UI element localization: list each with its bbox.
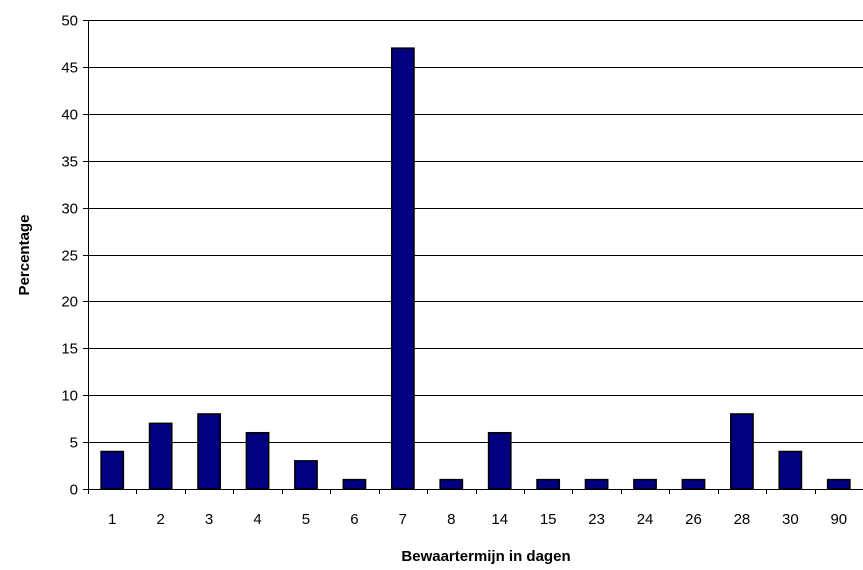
bar-28 — [730, 413, 754, 490]
y-tick-labels: 0 5 10 15 20 25 30 35 40 45 50 — [61, 13, 78, 499]
bar-3 — [197, 413, 221, 490]
x-tick-label: 5 — [302, 511, 310, 528]
x-axis-title: Bewaartermijn in dagen — [401, 548, 570, 565]
x-tick-label: 24 — [637, 511, 654, 528]
y-tick-label: 50 — [61, 13, 78, 30]
y-tick-label: 15 — [61, 341, 78, 358]
y-axis-title: Percentage — [16, 215, 33, 296]
x-tick-label: 8 — [447, 511, 455, 528]
bar-7 — [390, 47, 415, 490]
bar-90 — [826, 478, 851, 490]
y-tick-label: 5 — [70, 435, 78, 452]
bar-30 — [778, 450, 803, 490]
y-tick-label: 30 — [61, 201, 78, 218]
axes — [83, 20, 863, 494]
x-tick-label: 2 — [156, 511, 164, 528]
x-tick-label: 7 — [399, 511, 407, 528]
x-tick-label: 90 — [830, 511, 847, 528]
y-tick-label: 20 — [61, 294, 78, 311]
bar-15 — [536, 478, 561, 490]
bar-14 — [487, 431, 512, 490]
x-tick-label: 4 — [253, 511, 261, 528]
x-tick-label: 23 — [588, 511, 605, 528]
y-tick-label: 45 — [61, 60, 78, 77]
bar-26 — [681, 478, 706, 490]
x-tick-label: 14 — [491, 511, 508, 528]
y-tick-label: 35 — [61, 154, 78, 171]
y-tick-label: 25 — [61, 248, 78, 265]
bar-8 — [439, 478, 464, 490]
bar-24 — [633, 478, 657, 490]
y-tick-label: 10 — [61, 388, 78, 405]
gridlines — [88, 20, 863, 443]
x-tick-label: 6 — [350, 511, 358, 528]
x-tick-label: 3 — [205, 511, 213, 528]
x-tick-label: 26 — [685, 511, 702, 528]
x-tick-label: 15 — [540, 511, 557, 528]
y-tick-label: 0 — [70, 482, 78, 499]
x-tick-labels: 1 2 3 4 5 6 7 8 14 15 23 24 26 28 30 90 — [108, 511, 847, 528]
bar-6 — [342, 478, 367, 490]
bar-1 — [100, 450, 125, 490]
x-tick-label: 1 — [108, 511, 116, 528]
bars — [100, 47, 851, 490]
y-tick-label: 40 — [61, 107, 78, 124]
x-tick-label: 30 — [782, 511, 799, 528]
bar-5 — [294, 460, 318, 490]
bar-23 — [584, 478, 609, 490]
bar-2 — [148, 422, 173, 490]
bar-4 — [245, 431, 270, 490]
x-tick-label: 28 — [734, 511, 751, 528]
